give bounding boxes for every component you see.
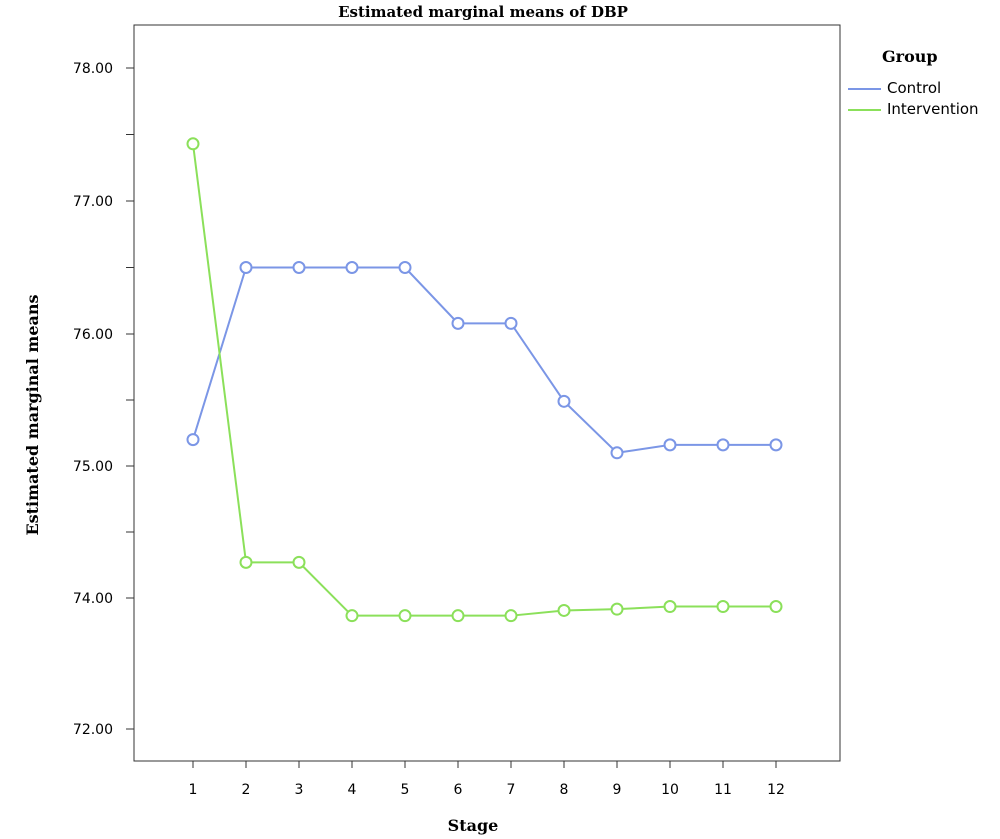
data-point-intervention xyxy=(239,555,253,569)
data-point-intervention xyxy=(663,600,677,614)
data-point-control xyxy=(345,261,359,274)
y-tick-label: 78.00 xyxy=(73,61,113,77)
y-tick-label: 74.00 xyxy=(73,591,113,607)
data-point-intervention xyxy=(610,602,624,616)
x-tick-label: 5 xyxy=(401,782,410,798)
x-tick-label: 8 xyxy=(560,782,569,798)
data-point-intervention xyxy=(451,609,465,623)
x-tick-label: 2 xyxy=(242,782,251,798)
data-point-control xyxy=(557,394,571,408)
data-point-control xyxy=(504,316,518,330)
data-point-control xyxy=(451,316,465,330)
data-point-intervention xyxy=(557,603,571,617)
x-tick-label: 4 xyxy=(348,782,357,798)
data-point-intervention xyxy=(345,609,359,623)
plot-frame xyxy=(133,24,841,762)
legend-label-intervention: Intervention xyxy=(887,100,979,118)
y-axis: 72.00 74.00 75.00 76.00 77.00 78.00 xyxy=(73,61,134,738)
x-axis: 1 2 3 4 5 6 7 8 9 10 11 12 xyxy=(189,761,785,798)
x-tick-label: 6 xyxy=(454,782,463,798)
legend: Group Control Intervention xyxy=(848,47,979,118)
data-point-control xyxy=(769,438,783,452)
data-point-control xyxy=(239,261,253,274)
data-point-control xyxy=(663,438,677,452)
data-point-control xyxy=(716,438,730,452)
x-tick-label: 9 xyxy=(613,782,622,798)
data-point-intervention xyxy=(716,600,730,614)
data-point-control xyxy=(610,446,624,460)
x-axis-label: Stage xyxy=(448,816,499,835)
data-point-control xyxy=(292,261,306,274)
legend-title: Group xyxy=(882,47,938,66)
x-tick-label: 1 xyxy=(189,782,198,798)
y-tick-label: 75.00 xyxy=(73,459,113,475)
chart-title: Estimated marginal means of DBP xyxy=(338,3,628,21)
data-point-intervention xyxy=(769,600,783,614)
data-point-control xyxy=(398,261,412,274)
data-point-intervention xyxy=(398,609,412,623)
series-layer xyxy=(186,137,783,623)
series-line-control xyxy=(192,266,776,454)
legend-label-control: Control xyxy=(887,79,941,97)
x-tick-label: 12 xyxy=(767,782,785,798)
x-tick-label: 7 xyxy=(507,782,516,798)
y-axis-label: Estimated marginal means xyxy=(23,294,42,535)
y-tick-label: 77.00 xyxy=(73,194,113,210)
y-tick-label: 72.00 xyxy=(73,722,113,738)
data-point-intervention xyxy=(504,609,518,623)
series-line-intervention xyxy=(192,143,776,617)
data-point-intervention xyxy=(292,555,306,569)
x-tick-label: 3 xyxy=(295,782,304,798)
x-tick-label: 11 xyxy=(714,782,732,798)
data-point-intervention xyxy=(186,137,200,151)
data-point-control xyxy=(186,433,200,447)
x-tick-label: 10 xyxy=(661,782,679,798)
y-tick-label: 76.00 xyxy=(73,327,113,343)
